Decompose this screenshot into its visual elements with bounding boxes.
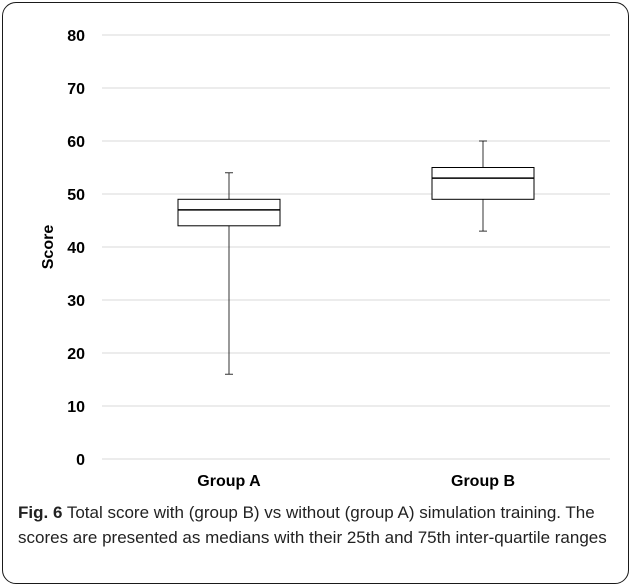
figure-caption: Fig. 6 Total score with (group B) vs wit… xyxy=(18,500,618,550)
y-tick-label-60: 60 xyxy=(67,134,85,151)
gridlines xyxy=(102,34,610,460)
box-group-b xyxy=(431,140,535,232)
y-tick-label-70: 70 xyxy=(67,81,85,98)
x-tick-label-group-a: Group A xyxy=(197,473,261,490)
iqr-box xyxy=(177,198,281,227)
y-axis-tick-labels: 0 10 20 30 40 50 60 70 80 xyxy=(67,28,85,469)
caption-text: Total score with (group B) vs without (g… xyxy=(18,503,607,547)
y-tick-label-0: 0 xyxy=(76,452,85,469)
y-tick-label-50: 50 xyxy=(67,187,85,204)
boxes xyxy=(177,140,535,375)
y-tick-label-10: 10 xyxy=(67,399,85,416)
box-group-a xyxy=(177,172,281,375)
x-tick-label-group-b: Group B xyxy=(451,473,515,490)
y-tick-label-80: 80 xyxy=(67,28,85,45)
box-plot-chart: 0 10 20 30 40 50 60 70 80 Group A Group B Score xyxy=(40,28,610,490)
y-axis-label: Score xyxy=(40,225,57,270)
y-tick-label-30: 30 xyxy=(67,293,85,310)
y-tick-label-40: 40 xyxy=(67,240,85,257)
caption-label: Fig. 6 xyxy=(18,503,63,522)
y-tick-label-20: 20 xyxy=(67,346,85,363)
iqr-box xyxy=(431,167,535,200)
x-axis-tick-labels: Group A Group B xyxy=(197,473,515,490)
